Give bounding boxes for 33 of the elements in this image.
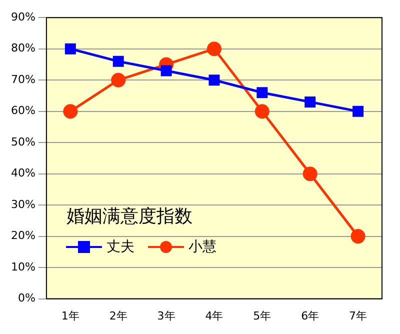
x-tick-label: 2年 <box>109 309 128 322</box>
x-tick-label: 4年 <box>205 309 224 322</box>
x-tick-label: 5年 <box>253 309 272 322</box>
point <box>112 56 124 67</box>
y-tick-label: 50% <box>10 135 36 148</box>
y-tick-label: 40% <box>10 166 36 180</box>
legend-label: 小慧 <box>188 238 216 256</box>
y-tick-label: 80% <box>10 42 36 55</box>
point <box>254 104 270 119</box>
x-tick-label: 3年 <box>157 309 176 322</box>
y-tick-label: 70% <box>10 72 36 86</box>
y-tick-label: 60% <box>10 104 36 118</box>
point <box>206 42 222 56</box>
point <box>302 166 318 182</box>
x-tick-label: 1年 <box>61 309 80 322</box>
point <box>350 229 366 244</box>
x-tick-label: 6年 <box>301 309 320 322</box>
point <box>304 96 316 108</box>
point <box>63 104 78 119</box>
point <box>256 87 268 98</box>
y-tick-label: 20% <box>10 229 36 242</box>
point <box>208 74 220 86</box>
legend-title: 婚姻满意度指数 <box>66 204 194 228</box>
legend-label: 丈夫 <box>106 238 134 256</box>
point <box>64 43 76 54</box>
point <box>160 65 172 76</box>
y-tick-label: 10% <box>10 260 36 274</box>
y-tick-label: 30% <box>10 198 36 211</box>
y-tick-label: 90% <box>10 10 36 24</box>
x-tick-label: 7年 <box>349 309 368 322</box>
point <box>352 106 364 117</box>
point <box>111 72 126 88</box>
y-tick-label: 0% <box>18 292 36 305</box>
